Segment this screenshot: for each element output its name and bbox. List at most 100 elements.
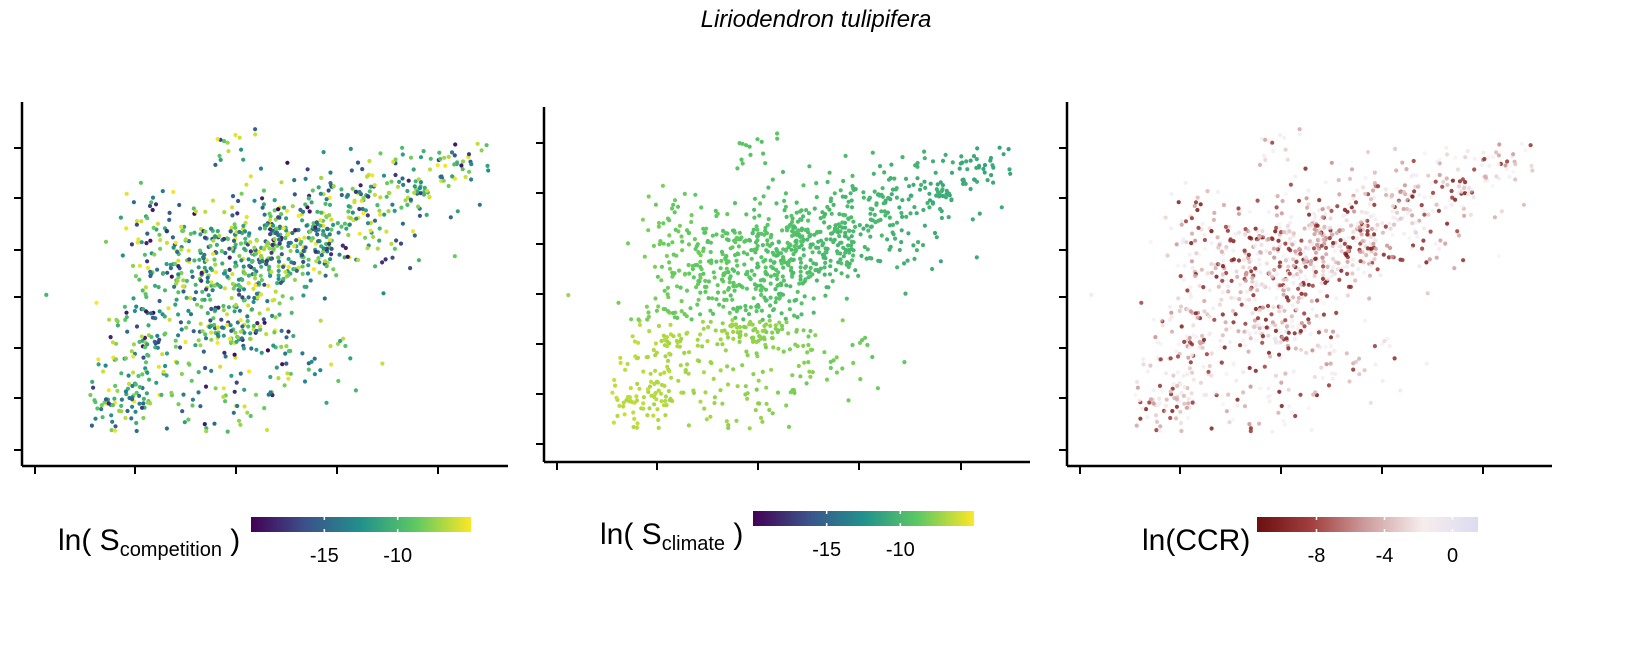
data-point	[903, 176, 909, 181]
data-point	[733, 240, 738, 245]
data-point	[1281, 253, 1287, 259]
data-point	[744, 272, 750, 277]
data-point	[849, 243, 854, 248]
data-point	[240, 277, 245, 282]
data-point	[1139, 300, 1144, 305]
data-point	[1241, 257, 1247, 262]
data-point	[141, 415, 146, 421]
data-point	[803, 277, 808, 282]
data-point	[1182, 339, 1187, 344]
data-point	[1441, 179, 1446, 184]
data-point	[740, 161, 745, 166]
data-point	[711, 270, 716, 275]
data-point	[324, 246, 329, 251]
data-point	[392, 208, 397, 213]
data-point	[1362, 368, 1367, 373]
data-point	[703, 289, 708, 294]
data-point	[784, 214, 789, 219]
data-point	[1328, 335, 1334, 340]
data-point	[1175, 370, 1180, 375]
data-point	[728, 293, 733, 298]
data-point	[1264, 261, 1269, 266]
data-point	[360, 167, 365, 172]
data-point	[858, 232, 863, 237]
data-point	[103, 397, 109, 402]
data-point	[339, 224, 344, 229]
data-point	[453, 142, 458, 147]
data-point	[1490, 154, 1495, 159]
data-point	[123, 356, 128, 361]
data-point	[403, 198, 408, 203]
data-point	[237, 288, 242, 293]
data-point	[791, 270, 796, 275]
data-point	[710, 311, 716, 316]
data-point	[1292, 331, 1297, 336]
data-point	[885, 210, 891, 215]
data-point	[845, 204, 850, 209]
data-point	[804, 208, 809, 213]
data-point	[235, 211, 240, 216]
data-point	[94, 300, 99, 305]
data-point	[261, 317, 266, 322]
data-point	[714, 297, 719, 302]
data-point	[327, 202, 333, 207]
data-point	[1217, 302, 1222, 307]
data-point	[395, 184, 401, 189]
data-point	[1220, 290, 1225, 295]
data-point	[363, 208, 368, 213]
data-point	[808, 274, 813, 279]
data-point	[1260, 136, 1265, 142]
data-point	[1277, 222, 1282, 227]
data-point	[997, 145, 1002, 150]
data-point	[323, 201, 328, 206]
data-point	[221, 308, 226, 313]
data-point	[293, 228, 298, 233]
data-point	[693, 246, 698, 252]
data-point	[1281, 229, 1286, 235]
data-point	[339, 187, 344, 192]
data-point	[318, 191, 323, 196]
data-point	[1276, 410, 1281, 415]
data-point	[616, 300, 621, 305]
data-point	[912, 256, 917, 261]
data-point	[1283, 147, 1288, 152]
data-point	[822, 265, 827, 270]
data-point	[1151, 317, 1156, 322]
data-point	[681, 390, 686, 395]
data-point	[689, 317, 694, 322]
data-point	[155, 333, 160, 338]
data-point	[217, 153, 222, 158]
data-point	[757, 213, 762, 218]
data-point	[239, 336, 244, 341]
data-point	[1293, 249, 1298, 254]
data-point	[390, 202, 395, 207]
data-point	[249, 259, 254, 264]
data-point	[767, 314, 772, 319]
data-point	[1231, 257, 1236, 262]
data-point	[1253, 337, 1258, 342]
data-point	[284, 361, 289, 366]
data-point	[820, 243, 825, 248]
data-point	[1315, 246, 1320, 251]
data-point	[141, 355, 146, 360]
data-point	[119, 403, 124, 408]
data-point	[894, 220, 900, 225]
data-point	[328, 257, 333, 262]
data-point	[1332, 248, 1338, 254]
data-point	[118, 215, 123, 220]
data-point	[770, 330, 775, 335]
data-point	[1303, 245, 1308, 250]
data-point	[1216, 262, 1221, 267]
data-point	[1243, 321, 1248, 326]
data-point	[1334, 230, 1339, 236]
data-point	[1288, 220, 1293, 225]
data-point	[731, 336, 736, 341]
data-point	[731, 284, 736, 289]
legend-title-ccr: ln(CCR)	[1142, 524, 1250, 562]
data-point	[632, 339, 638, 344]
data-point	[1443, 241, 1448, 246]
data-point	[383, 257, 388, 262]
data-point	[704, 417, 709, 422]
data-point	[267, 211, 272, 216]
data-point	[1255, 316, 1261, 321]
